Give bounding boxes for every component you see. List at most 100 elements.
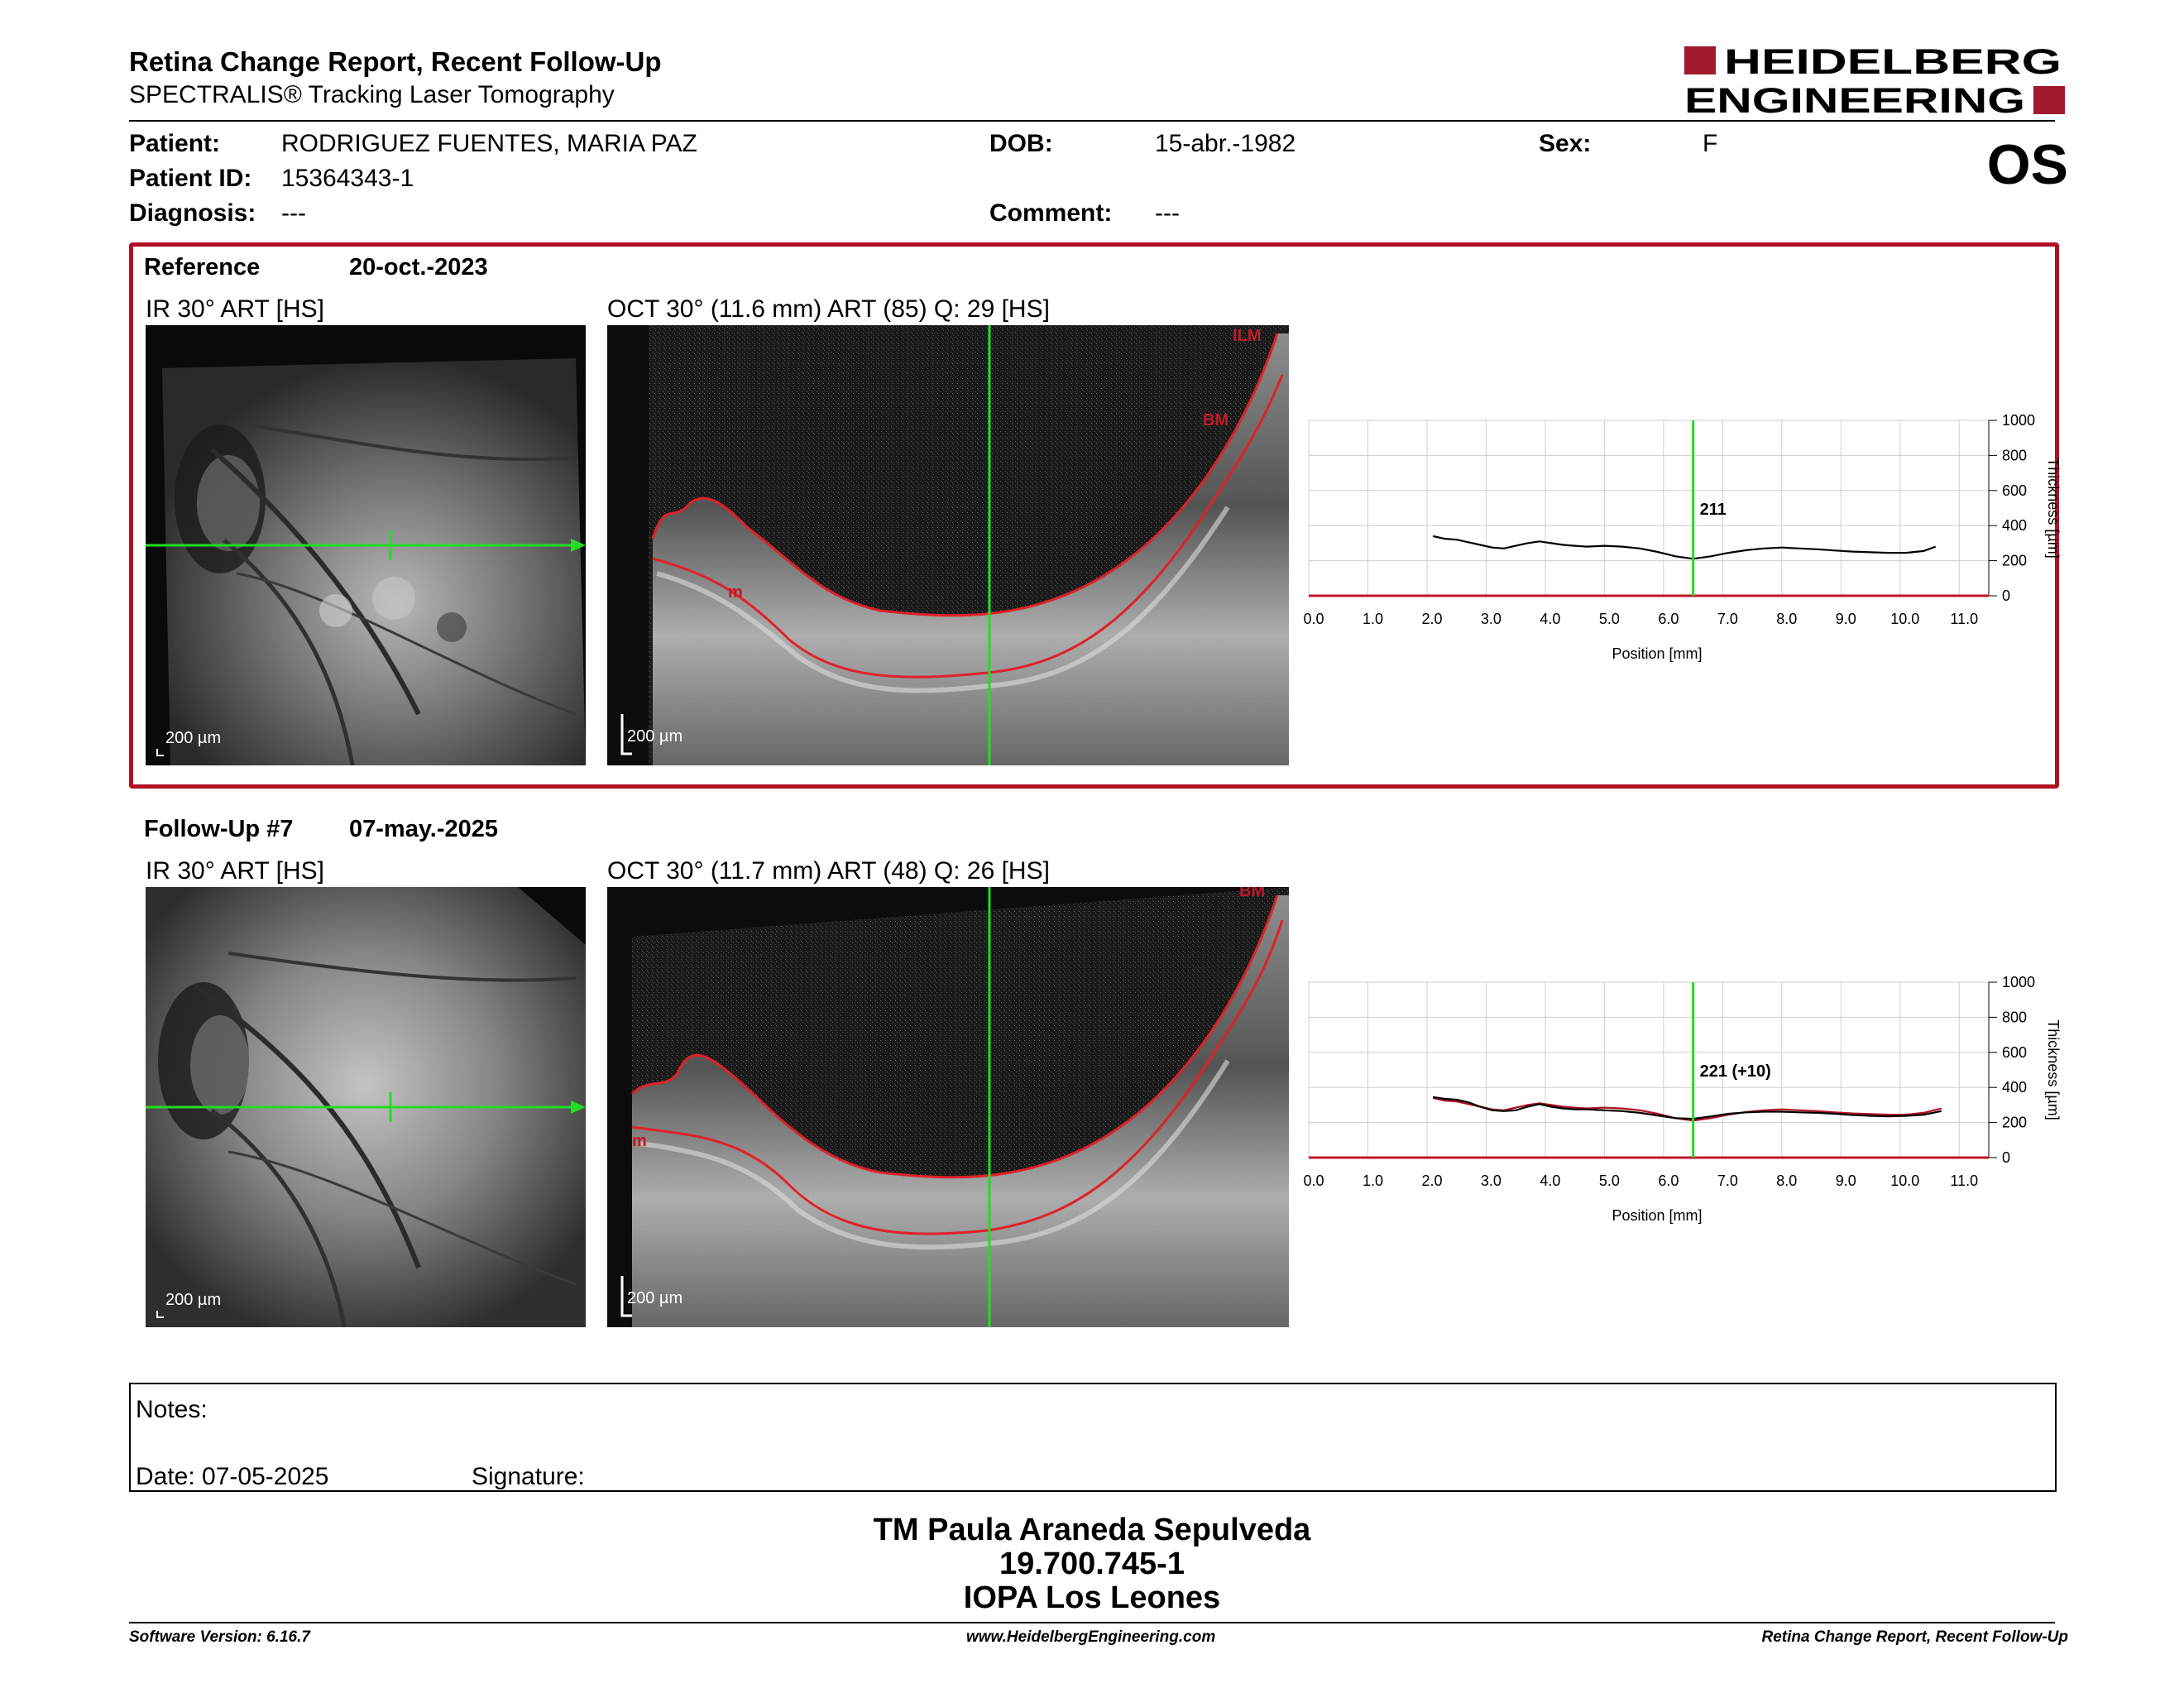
comment-value: --- [1155,199,1180,227]
followup-layer-bm: BM [1239,887,1266,900]
reference-chart-y-tick-label: 0 [2002,587,2010,604]
reference-ir-title: IR 30° ART [HS] [146,295,324,323]
followup-chart-y-tick-label: 0 [2002,1149,2010,1166]
followup-chart-x-tick-label: 11.0 [1950,1172,1978,1189]
followup-chart-cursor-label: 221 (+10) [1700,1062,1771,1081]
signatory-name: TM Paula Araneda Sepulveda [873,1513,1311,1547]
followup-chart-x-tick-label: 6.0 [1658,1172,1679,1189]
followup-ir-image: 200 µm [146,887,586,1327]
comment-label: Comment: [989,199,1113,227]
dob-value: 15-abr.-1982 [1155,130,1296,157]
svg-text:HEIDELBERG: HEIDELBERG [1724,46,2062,82]
footer-divider [129,1622,2055,1623]
followup-layer-m: m [632,1132,647,1150]
reference-chart-x-tick-label: 8.0 [1776,611,1797,627]
footer-report-name: Retina Change Report, Recent Follow-Up [1761,1628,2068,1646]
reference-ir-image: 200 µm [146,325,586,765]
reference-frame [129,242,2059,789]
sex-value: F [1703,130,1718,157]
report-subtitle: SPECTRALIS® Tracking Laser Tomography [129,81,615,108]
eye-laterality: OS [1986,133,2068,196]
followup-chart-x-tick-label: 5.0 [1599,1172,1620,1189]
reference-label: Reference [144,254,261,281]
followup-chart-y-tick-label: 200 [2002,1115,2027,1131]
signatory-rut: 19.700.745-1 [999,1547,1185,1581]
reference-layer-m: m [728,583,743,602]
reference-chart-x-tick-label: 9.0 [1836,611,1856,627]
followup-chart-y-axis-label: Thickness [µm] [2045,1019,2062,1120]
reference-chart-svg: 0.0 1.0 2.0 3.0 4.0 5.0 6.0 7.0 8.0 9.0 10.0 11.0 0 2… [1303,412,2062,662]
followup-oct-image: BM m 200 µm [607,887,1289,1327]
reference-layer-bm: BM [1203,411,1229,429]
reference-date: 20-oct.-2023 [349,254,488,281]
followup-thickness-chart: 0.0 1.0 2.0 3.0 4.0 5.0 6.0 7.0 8.0 9.0 10.0 11.0 0 2… [1303,971,2073,1235]
followup-chart-x-tick-label: 1.0 [1363,1172,1383,1189]
patient-id-label: Patient ID: [129,165,252,192]
heidelberg-logo: HEIDELBERG ENGINEERING [1684,42,2067,121]
diagnosis-label: Diagnosis: [129,199,256,227]
reference-chart-x-tick-label: 7.0 [1717,611,1738,627]
followup-chart-y-tick-label: 600 [2002,1044,2027,1061]
notes-box [129,1383,2057,1492]
reference-chart-y-tick-label: 1000 [2002,412,2035,429]
reference-chart-x-tick-label: 0.0 [1304,611,1324,627]
followup-ir-title: IR 30° ART [HS] [146,857,324,885]
reference-chart-y-tick-label: 200 [2002,553,2027,569]
signatory-institution: IOPA Los Leones [963,1580,1221,1615]
followup-chart-x-axis-label: Position [mm] [1612,1207,1702,1224]
reference-oct-title: OCT 30° (11.6 mm) ART (85) Q: 29 [HS] [607,295,1050,323]
followup-oct-title: OCT 30° (11.7 mm) ART (48) Q: 26 [HS] [607,857,1050,885]
signature-label: Signature: [472,1463,585,1490]
followup-chart-y-tick-label: 400 [2002,1079,2027,1096]
reference-ir-scale: 200 µm [165,729,222,747]
svg-text:ENGINEERING: ENGINEERING [1684,81,2025,117]
reference-thickness-chart: 0.0 1.0 2.0 3.0 4.0 5.0 6.0 7.0 8.0 9.0 10.0 11.0 0 2… [1303,409,2073,674]
reference-chart-x-tick-label: 6.0 [1658,611,1679,627]
patient-id-value: 15364343-1 [281,165,414,192]
header-divider [129,120,2055,122]
reference-chart-y-tick-label: 600 [2002,482,2027,499]
followup-chart-x-tick-label: 8.0 [1776,1172,1797,1189]
reference-chart-series-line [1432,535,1937,560]
patient-label: Patient: [129,130,221,157]
reference-chart-frame [1308,420,1990,597]
reference-chart-cursor-label: 211 [1700,501,1727,519]
reference-chart-x-tick-label: 4.0 [1540,611,1560,627]
software-version: Software Version: 6.16.7 [129,1628,310,1646]
reference-chart-y-axis-label: Thickness [µm] [2045,458,2062,558]
diagnosis-value: --- [281,199,306,227]
reference-chart-x-tick-label: 11.0 [1950,611,1978,627]
reference-chart-x-tick-label: 10.0 [1890,611,1919,627]
reference-chart-x-tick-label: 2.0 [1421,611,1442,627]
followup-chart-x-tick-label: 3.0 [1481,1172,1502,1189]
followup-label: Follow-Up #7 [144,816,294,842]
dob-label: DOB: [989,130,1053,157]
followup-chart-x-tick-label: 0.0 [1304,1172,1324,1189]
followup-date: 07-may.-2025 [349,816,499,842]
notes-date: Date: 07-05-2025 [136,1463,329,1490]
reference-oct-scale: 200 µm [627,727,683,746]
followup-chart-series-line [1432,1096,1942,1120]
followup-ir-scale: 200 µm [165,1291,222,1309]
notes-label: Notes: [136,1396,208,1423]
reference-chart-x-tick-label: 3.0 [1481,611,1502,627]
sex-label: Sex: [1539,130,1592,157]
reference-chart-y-tick-label: 400 [2002,517,2027,534]
followup-chart-frame [1308,981,1990,1158]
followup-chart-x-tick-label: 9.0 [1836,1172,1856,1189]
reference-chart-x-tick-label: 1.0 [1363,611,1383,627]
reference-chart-x-tick-label: 5.0 [1599,611,1620,627]
followup-chart-series-line [1432,1096,1942,1122]
reference-chart-y-tick-label: 800 [2002,447,2027,463]
website-link[interactable]: www.HeidelbergEngineering.com [966,1628,1216,1646]
followup-chart-x-tick-label: 10.0 [1890,1172,1919,1189]
followup-chart-y-tick-label: 800 [2002,1009,2027,1025]
followup-oct-scale: 200 µm [627,1289,683,1307]
patient-name: RODRIGUEZ FUENTES, MARIA PAZ [281,130,697,157]
followup-chart-x-tick-label: 4.0 [1540,1172,1560,1189]
reference-chart-x-axis-label: Position [mm] [1612,645,1702,662]
followup-chart-x-tick-label: 7.0 [1717,1172,1738,1189]
heidelberg-logo-icon: HEIDELBERG ENGINEERING [1684,42,2065,121]
followup-chart-svg: 0.0 1.0 2.0 3.0 4.0 5.0 6.0 7.0 8.0 9.0 10.0 11.0 0 2… [1303,974,2062,1224]
followup-chart-y-tick-label: 1000 [2002,974,2035,990]
